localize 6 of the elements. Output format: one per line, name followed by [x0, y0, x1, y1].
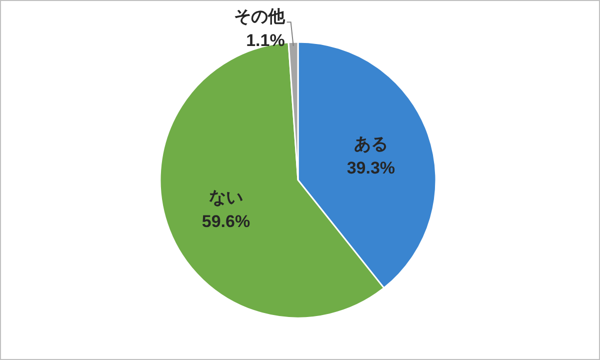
slice-label: ない	[208, 188, 243, 207]
data-label: 1.1%	[246, 31, 285, 50]
data-label: 59.6%	[202, 212, 250, 231]
slice-label: ある	[354, 134, 388, 154]
data-label: 39.3%	[346, 158, 396, 178]
slice-label: その他	[234, 7, 286, 26]
